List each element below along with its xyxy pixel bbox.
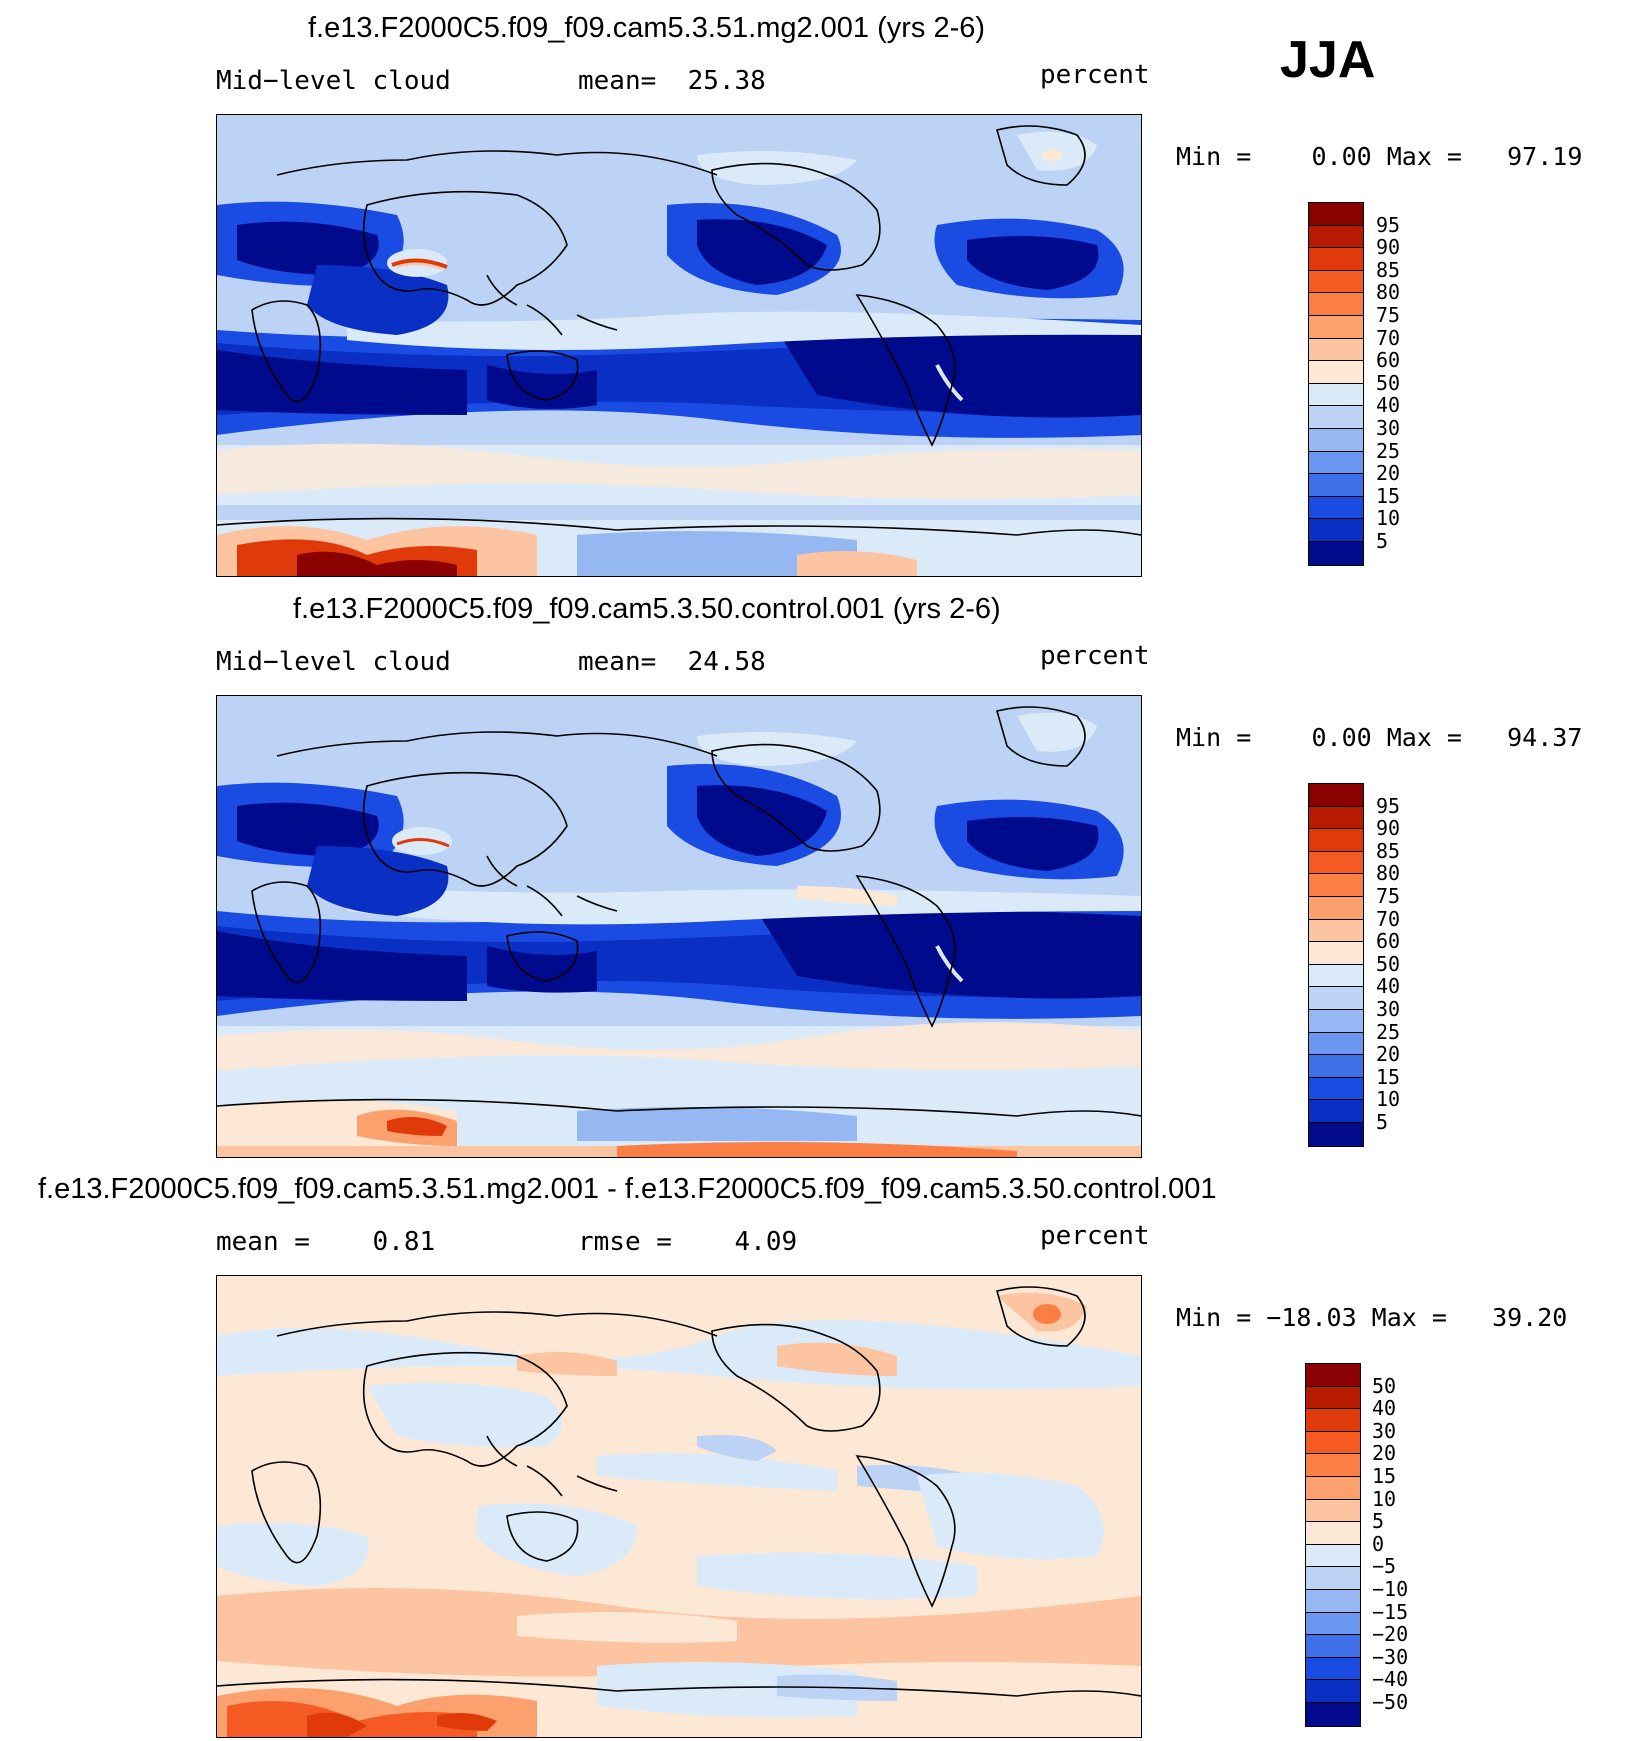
colorbar-tick-label: −10 [1372,1577,1409,1601]
panel-3-mean-label: mean = 0.81 [216,1227,436,1257]
colorbar-tick-label: 95 [1376,793,1401,818]
colorbar-tick-label: 50 [1376,951,1401,976]
panel-2-units-label: percent [1040,641,1150,671]
panel-1-variable-label: Mid−level cloud [216,66,451,96]
colorbar-tick-label: −20 [1372,1622,1409,1647]
panel-1-mean-label: mean= 25.38 [578,66,766,96]
colorbar-tick-label: 20 [1376,1042,1401,1067]
colorbar-tick-label: 25 [1376,1019,1401,1044]
colorbar-tick-label: 10 [1376,506,1401,531]
colorbar-tick-label: 95 [1376,212,1401,237]
colorbar-tick-label: 10 [1376,1087,1401,1112]
colorbar-tick-label: 90 [1376,235,1401,260]
colorbar-tick-label: 80 [1376,861,1401,886]
colorbar-tick-label: 60 [1376,348,1401,373]
colorbar-tick-label: 30 [1372,1418,1397,1443]
colorbar-tick-label: −30 [1372,1644,1409,1669]
colorbar-tick-label: 90 [1376,816,1401,841]
colorbar-tick-label: 70 [1376,906,1401,931]
colorbar-tick-label: 30 [1376,416,1401,440]
colorbar-tick-label: 85 [1376,257,1401,282]
colorbar-tick-label: 5 [1372,1509,1385,1534]
colorbar-tick-label: 10 [1372,1486,1397,1511]
panel-3-colorbar [1305,1363,1361,1727]
colorbar-tick-label: 20 [1376,461,1401,486]
panel-3-title: f.e13.F2000C5.f09_f09.cam5.3.51.mg2.001 … [38,1173,1217,1205]
colorbar-tick-label: 40 [1372,1396,1397,1421]
colorbar-tick-label: 15 [1376,483,1401,508]
panel-2-mean-label: mean= 24.58 [578,647,766,677]
colorbar-tick-label: −5 [1372,1554,1397,1579]
colorbar-tick-label: −15 [1372,1599,1409,1624]
panel-2-title: f.e13.F2000C5.f09_f09.cam5.3.50.control.… [293,593,1001,625]
panel-3-minmax: Min = −18.03 Max = 39.20 [1176,1303,1568,1332]
colorbar-tick-label: 70 [1376,325,1401,350]
colorbar-tick-label: 25 [1376,438,1401,463]
panel-2-colorbar [1308,783,1364,1147]
colorbar-tick-label: 5 [1376,1110,1389,1134]
colorbar-tick-label: 15 [1376,1064,1401,1089]
colorbar-tick-label: 80 [1376,280,1401,305]
panel-1-map [216,114,1142,577]
colorbar-tick-label: 75 [1376,884,1401,908]
colorbar-tick-label: 85 [1376,838,1401,863]
colorbar-tick-label: 20 [1372,1441,1397,1466]
colorbar-tick-label: 60 [1376,929,1401,954]
colorbar-tick-label: 40 [1376,393,1401,418]
panel-3-units-label: percent [1040,1221,1150,1251]
colorbar-tick-label: 5 [1376,529,1389,553]
season-label: JJA [1280,31,1376,89]
panel-3-map [216,1275,1142,1738]
panel-2-map [216,695,1142,1158]
panel-1-title: f.e13.F2000C5.f09_f09.cam5.3.51.mg2.001 … [308,12,986,44]
colorbar-tick-label: 50 [1376,370,1401,395]
colorbar-tick-label: 30 [1376,997,1401,1021]
panel-1-minmax: Min = 0.00 Max = 97.19 [1176,142,1583,171]
panel-3-rmse-label: rmse = 4.09 [578,1227,798,1257]
panel-1-colorbar [1308,202,1364,566]
colorbar-tick-label: −50 [1372,1690,1409,1714]
colorbar-tick-label: −40 [1372,1667,1409,1692]
panel-1-units-label: percent [1040,60,1150,90]
colorbar-tick-label: 75 [1376,303,1401,327]
panel-2-variable-label: Mid−level cloud [216,647,451,677]
colorbar-tick-label: 40 [1376,974,1401,999]
colorbar-tick-label: 15 [1372,1464,1397,1488]
panel-2-minmax: Min = 0.00 Max = 94.37 [1176,723,1583,752]
colorbar-tick-label: 50 [1372,1373,1397,1398]
colorbar-tick-label: 0 [1372,1531,1385,1556]
